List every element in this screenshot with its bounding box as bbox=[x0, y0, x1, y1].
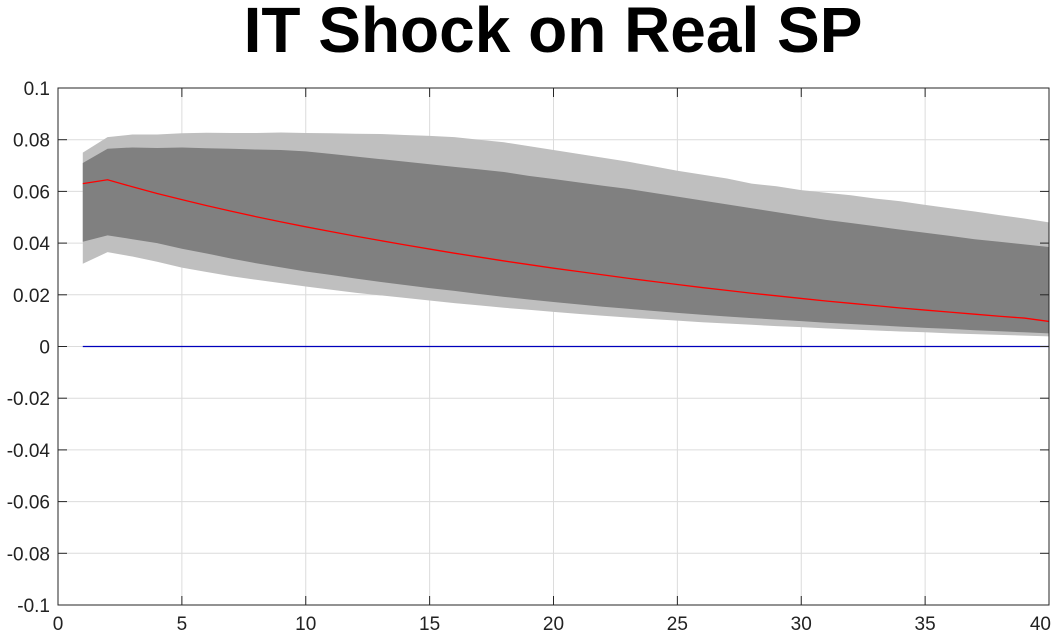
y-tick-label: -0.02 bbox=[7, 389, 50, 410]
y-tick-label: 0.06 bbox=[13, 182, 50, 203]
y-tick-label: 0.1 bbox=[24, 79, 50, 100]
y-tick-label: -0.06 bbox=[7, 493, 50, 514]
x-tick-label: 35 bbox=[915, 614, 936, 634]
median-response-line bbox=[82, 179, 1050, 323]
y-tick-label: -0.1 bbox=[17, 596, 50, 617]
y-tick-label: 0.02 bbox=[13, 286, 50, 307]
x-tick-label: 40 bbox=[1030, 614, 1051, 634]
y-axis-tick-labels: -0.1 -0.08 -0.06 -0.04 -0.02 0 0.02 0.04 0.06 0.0… bbox=[7, 79, 51, 617]
y-tick-label: -0.04 bbox=[7, 441, 51, 462]
x-axis-tick-labels: 0 5 10 15 20 25 30 35 40 bbox=[53, 614, 1051, 634]
y-tick-label: 0 bbox=[39, 338, 50, 359]
x-tick-label: 30 bbox=[791, 614, 812, 634]
inner-confidence-band bbox=[82, 147, 1049, 334]
x-tick-label: 10 bbox=[295, 614, 316, 634]
y-tick-label: 0.08 bbox=[13, 131, 50, 152]
y-tick-label: 0.04 bbox=[13, 234, 50, 255]
chart-title: IT Shock on Real SP bbox=[244, 0, 863, 66]
x-tick-label: 5 bbox=[177, 614, 188, 634]
y-tick-label: -0.08 bbox=[7, 544, 50, 565]
x-tick-label: 0 bbox=[53, 614, 64, 634]
axis-ticks bbox=[57, 87, 1050, 606]
x-tick-label: 25 bbox=[667, 614, 688, 634]
x-tick-label: 20 bbox=[543, 614, 564, 634]
x-tick-label: 15 bbox=[419, 614, 440, 634]
